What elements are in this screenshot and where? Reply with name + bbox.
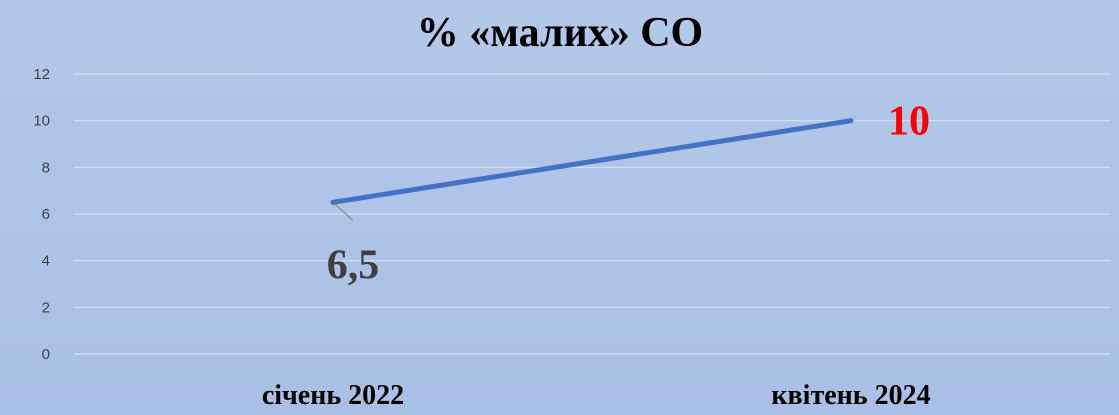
y-axis-ticks: 0 2 4 6 8 10 12 [33,66,50,363]
y-tick-label: 10 [33,113,50,130]
y-tick-label: 0 [42,346,50,363]
data-label: 10 [888,99,930,145]
y-tick-label: 8 [42,159,50,176]
x-tick-label: січень 2022 [262,380,404,411]
y-tick-label: 4 [42,253,50,270]
series-line [330,118,854,205]
series-layer [330,118,854,205]
data-point [848,118,854,124]
gridlines [74,73,1110,355]
leader-line [334,203,354,221]
y-tick-label: 2 [42,299,50,316]
x-axis-ticks: січень 2022 квітень 2024 [262,380,931,411]
data-point [330,199,336,205]
x-tick-label: квітень 2024 [771,380,930,411]
data-labels: 6,5 10 [327,99,930,289]
chart-title: % «малих» СО [417,10,703,56]
data-label: 6,5 [327,242,380,288]
y-tick-label: 6 [42,206,50,223]
y-tick-label: 12 [33,66,50,83]
